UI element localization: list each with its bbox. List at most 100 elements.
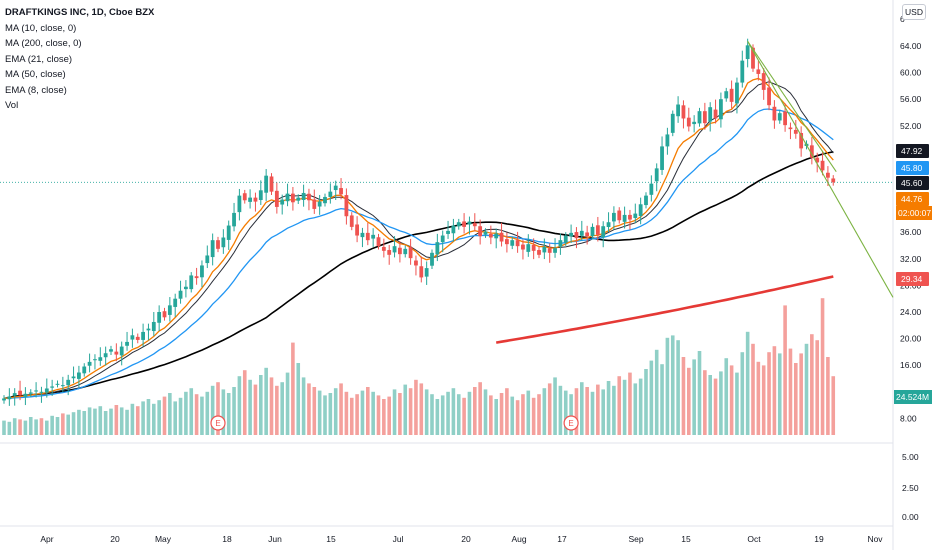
time-tick-label: Nov xyxy=(867,534,883,544)
earnings-marker[interactable] xyxy=(563,415,579,431)
volume-bar xyxy=(61,413,65,435)
volume-bar xyxy=(141,401,145,435)
candle-body xyxy=(505,239,509,245)
candle-body xyxy=(745,45,750,60)
legend-line-ema21[interactable]: EMA (21, close) xyxy=(5,53,73,65)
volume-bar xyxy=(596,384,600,435)
price-tick-label: 56.00 xyxy=(900,94,922,104)
candle-body xyxy=(141,331,145,340)
candle-body xyxy=(638,204,643,216)
volume-bar xyxy=(628,372,632,435)
legend-line-ma200[interactable]: MA (200, close, 0) xyxy=(5,38,82,49)
candle-body xyxy=(2,398,6,401)
time-axis[interactable]: Apr 20 May 18 Jun 15 Jul 20 Aug 17 Sep 15 Oct 19 Nov xyxy=(40,534,883,544)
volume-bar xyxy=(301,377,306,435)
countdown-box xyxy=(896,206,932,220)
candle-body xyxy=(205,255,210,264)
trendlines[interactable] xyxy=(747,41,894,298)
volume-bar xyxy=(681,357,686,435)
candle-body xyxy=(157,312,162,323)
trendline-lower[interactable] xyxy=(747,41,894,298)
candle-body xyxy=(612,212,616,222)
candlestick-series xyxy=(2,38,836,406)
volume-bar xyxy=(542,388,547,435)
volume-bar xyxy=(87,407,92,435)
volume-bar xyxy=(713,378,718,435)
candle-body xyxy=(50,386,55,388)
candle-body xyxy=(355,224,359,236)
volume-bar xyxy=(45,420,49,435)
volume-bar xyxy=(451,388,456,435)
candle-body xyxy=(216,240,220,249)
earnings-marker[interactable] xyxy=(210,415,226,431)
price-label-box xyxy=(896,192,929,206)
volume-bar xyxy=(259,375,263,435)
volume-bar xyxy=(200,396,204,435)
time-tick-label: 15 xyxy=(326,534,336,544)
time-tick-label: 19 xyxy=(814,534,824,544)
legend-line-ma10[interactable]: MA (10, close, 0) xyxy=(5,22,77,34)
volume-bar xyxy=(82,411,87,435)
volume-bar xyxy=(392,389,397,435)
volume-bar xyxy=(740,352,745,435)
candle-body xyxy=(167,305,172,315)
volume-bar xyxy=(489,395,493,435)
candle-body xyxy=(467,221,472,225)
volume-bar xyxy=(317,390,322,435)
volume-bar xyxy=(745,331,750,435)
volume-bar xyxy=(130,403,135,435)
candle-body xyxy=(692,121,697,125)
candle-body xyxy=(103,353,108,358)
candle-body xyxy=(398,247,402,255)
candle-body xyxy=(403,248,408,255)
legend-line-ma50[interactable]: MA (50, close) xyxy=(5,69,66,80)
candle-body xyxy=(767,87,771,106)
volume-bar xyxy=(291,342,295,435)
ema8-line xyxy=(3,77,834,400)
volume-bar xyxy=(296,363,301,435)
candle-body xyxy=(440,235,445,243)
volume-bar xyxy=(446,391,450,435)
candle-body xyxy=(430,252,434,266)
candle-body xyxy=(392,246,397,253)
volume-bar xyxy=(194,394,199,435)
volume-bar xyxy=(98,406,103,435)
volume-bar xyxy=(483,389,488,435)
candle-body xyxy=(307,193,311,201)
volume-bar xyxy=(355,394,359,435)
candle-body xyxy=(419,266,424,278)
currency-badge[interactable]: USD xyxy=(902,4,926,20)
candle-body xyxy=(424,268,429,277)
volume-bar xyxy=(103,411,108,435)
price-label-box xyxy=(896,144,929,158)
volume-bar xyxy=(50,415,54,435)
symbol-title[interactable]: DRAFTKINGS INC, 1D, Cboe BZX xyxy=(5,7,155,18)
volume-bar xyxy=(687,367,691,435)
price-scale[interactable]: 64.0060.0056.0052.0036.0032.0028.0024.00… xyxy=(900,14,922,522)
ema21-line xyxy=(3,108,834,400)
candle-body xyxy=(729,88,734,102)
candle-body xyxy=(34,390,38,392)
time-tick-label: Sep xyxy=(628,534,643,544)
legend-line-vol[interactable]: Vol xyxy=(5,100,19,111)
volume-bar xyxy=(135,406,140,435)
volume-bar xyxy=(178,397,183,435)
time-tick-label: 18 xyxy=(222,534,232,544)
candle-body xyxy=(93,359,97,361)
candle-body xyxy=(296,197,301,201)
candle-body xyxy=(344,195,349,217)
candle-body xyxy=(494,233,499,239)
ma50-line xyxy=(3,151,834,400)
volume-bar xyxy=(735,372,739,435)
price-label-text: 47.92 xyxy=(901,146,923,156)
volume-bar xyxy=(826,357,830,435)
candle-body xyxy=(542,246,547,253)
legend-line-ema8[interactable]: EMA (8, close) xyxy=(5,84,67,96)
volume-bar xyxy=(419,383,424,435)
trendline-upper[interactable] xyxy=(747,41,837,172)
price-label-text: 45.60 xyxy=(901,178,923,188)
volume-bar xyxy=(366,387,370,435)
volume-bar xyxy=(810,334,814,435)
